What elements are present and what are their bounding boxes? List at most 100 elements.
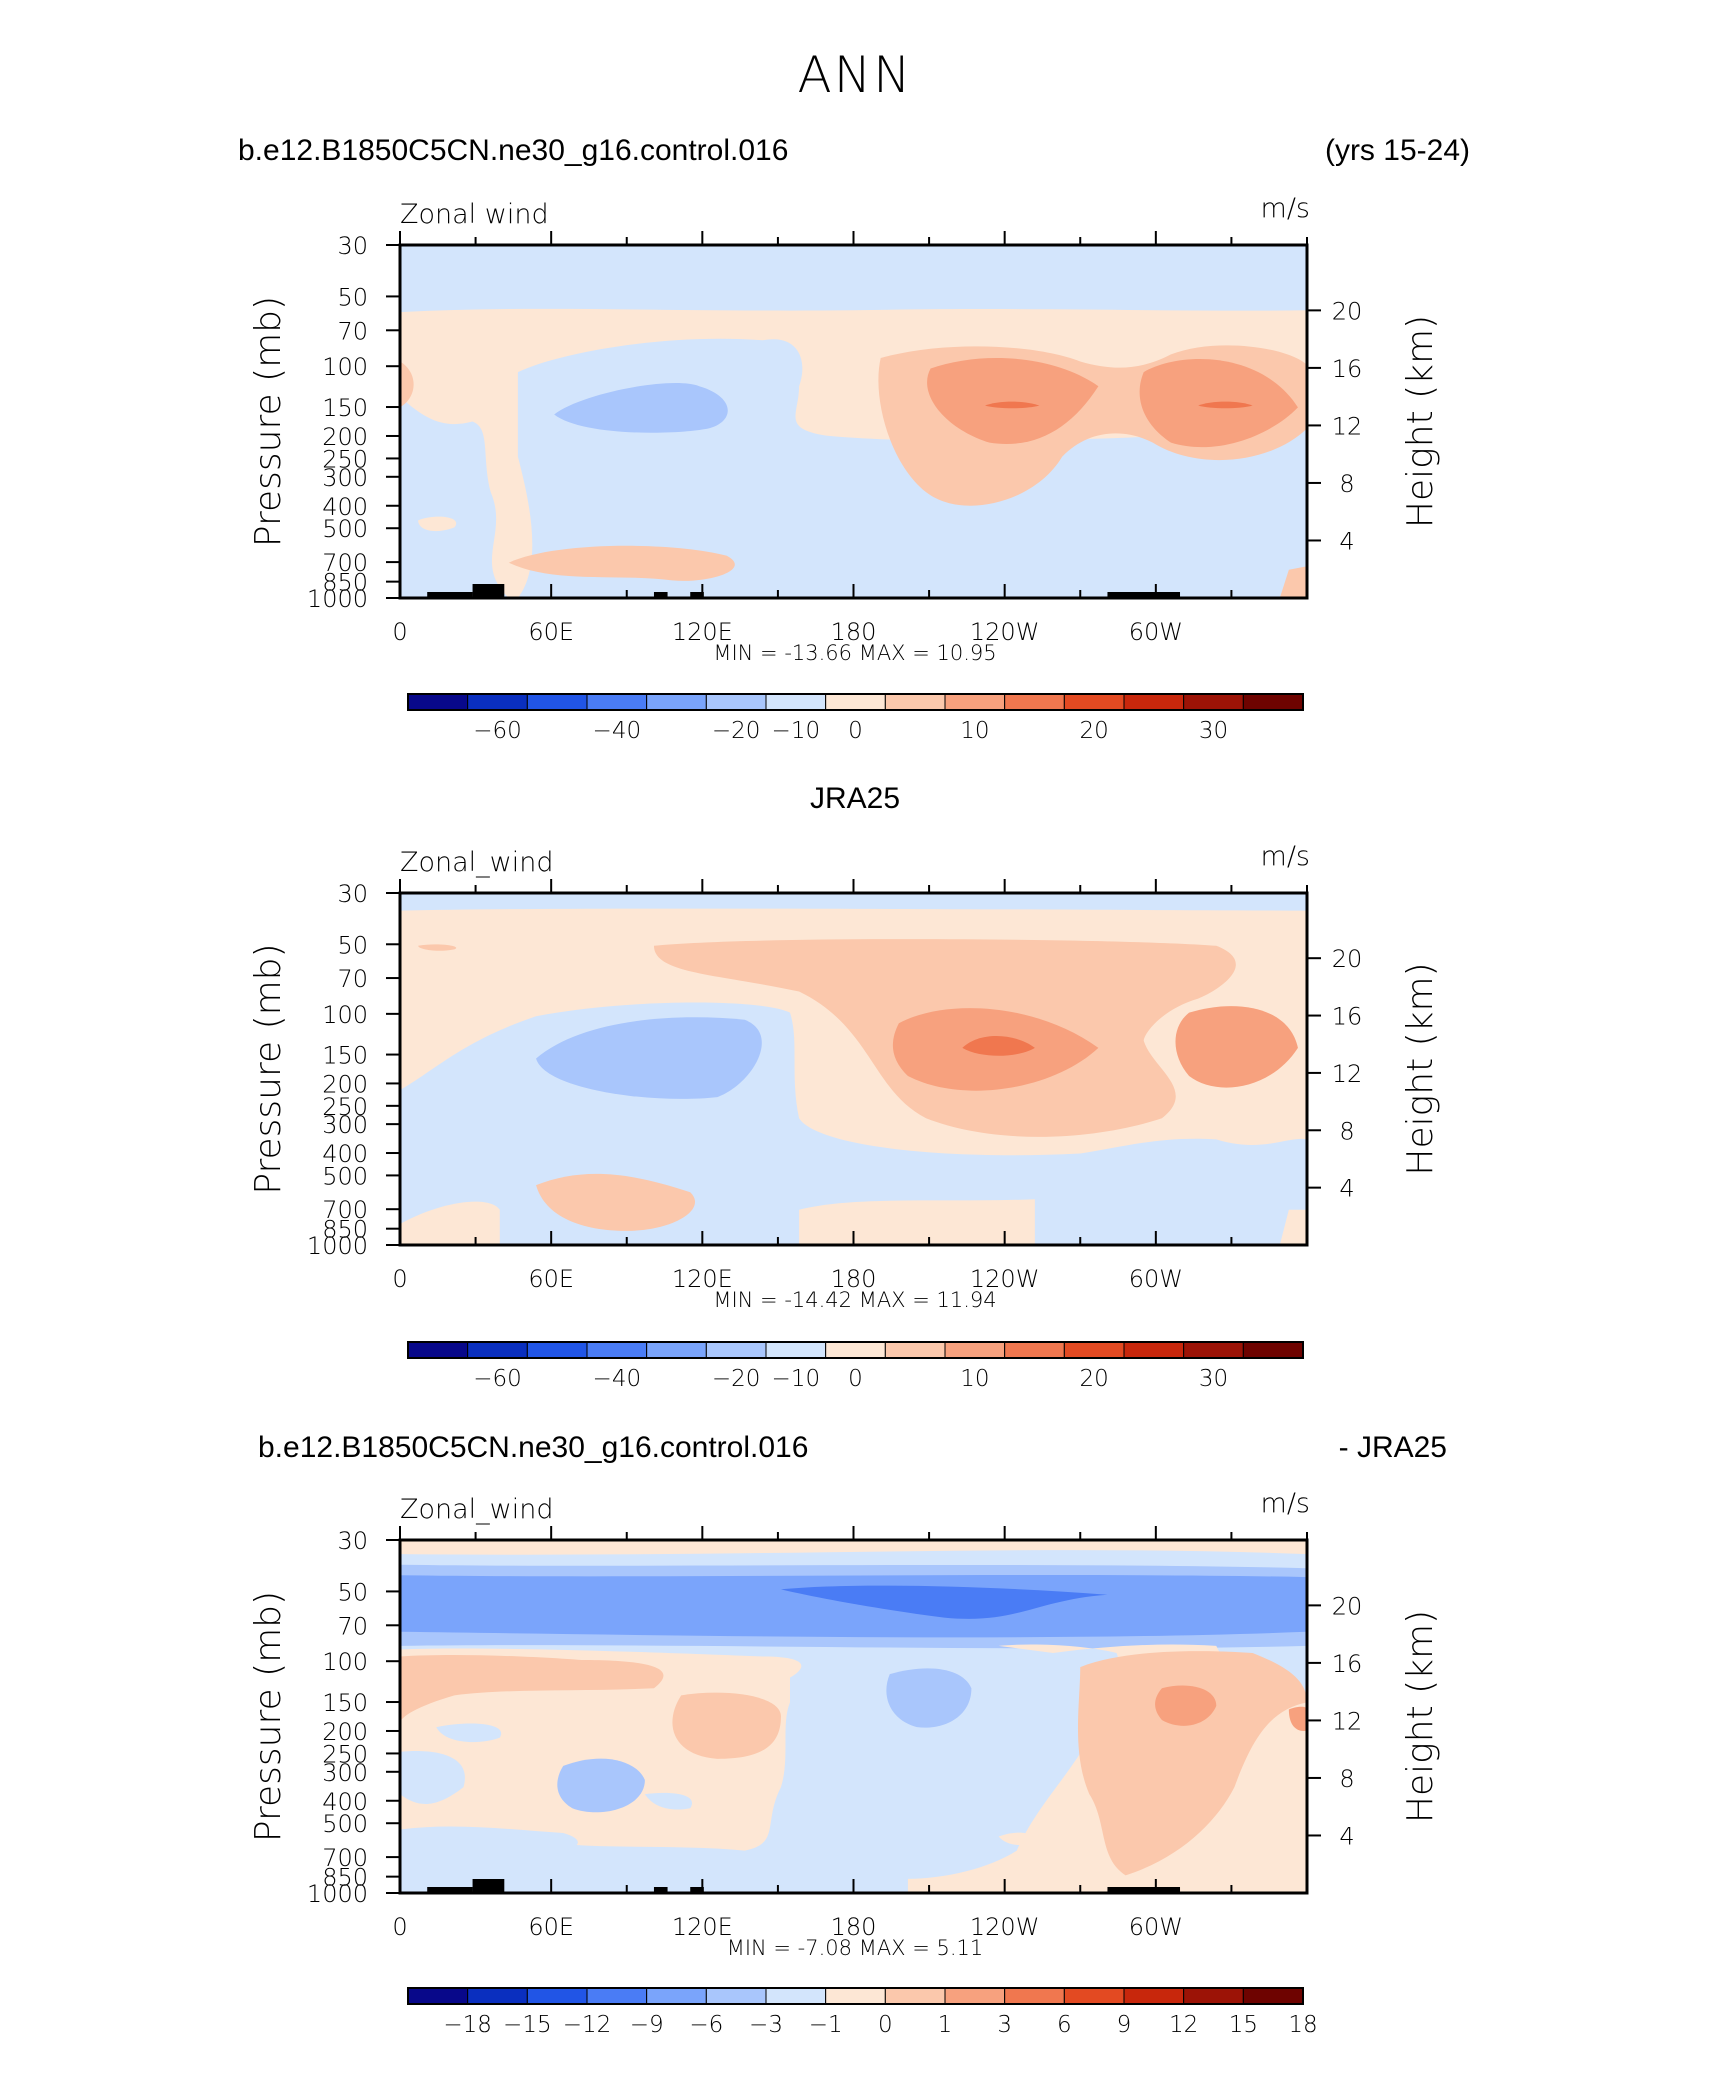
colorbar-label: −6 xyxy=(689,2012,723,2038)
main-title: ANN xyxy=(797,46,912,104)
y-tick-label: 70 xyxy=(337,1612,368,1640)
colorbar-box xyxy=(944,693,1006,711)
colorbar-box xyxy=(1123,1987,1185,2005)
contour-level-16 xyxy=(1288,1706,1307,1731)
topography-bar xyxy=(690,1887,704,1893)
contour-level-12 xyxy=(1279,566,1307,598)
colorbar-label: 3 xyxy=(997,2012,1012,2038)
x-tick-label: 60W xyxy=(1129,618,1183,646)
topography-bar xyxy=(653,1887,668,1893)
colorbar-box xyxy=(1183,1987,1244,2005)
panel-heading-left: b.e12.B1850C5CN.ne30_g16.control.016 xyxy=(258,1431,808,1464)
y-tick-label: 850 xyxy=(322,1864,368,1892)
colorbar-box xyxy=(1242,1987,1304,2005)
y-tick-label: 50 xyxy=(337,931,368,959)
x-tick-label: 120W xyxy=(970,1913,1040,1941)
height-tick-label: 8 xyxy=(1339,470,1354,498)
colorbar-label: 0 xyxy=(848,718,863,744)
colorbar-label: 12 xyxy=(1169,2012,1198,2038)
colorbar-label: −40 xyxy=(593,718,642,744)
contour-level-18 xyxy=(998,1832,1035,1845)
colorbar-label: −15 xyxy=(503,2012,552,2038)
height-tick-label: 8 xyxy=(1339,1117,1354,1145)
topography-bar xyxy=(427,1887,473,1893)
panel-2: JRA25 Zonal_wind m/s 0 60E 120E 180 120W 60W 30 50… xyxy=(248,782,1441,1392)
y-tick-label: 200 xyxy=(322,1070,368,1098)
colorbar-box xyxy=(944,1341,1006,1359)
colorbar-label: 10 xyxy=(960,1366,989,1392)
colorbar-box xyxy=(884,1987,946,2005)
topography-bar xyxy=(427,592,473,598)
contour-level-3 xyxy=(400,1575,1307,1638)
contour-level-7 xyxy=(418,944,457,951)
colorbar-label: 20 xyxy=(1080,718,1109,744)
contour-level-9 xyxy=(1198,401,1253,409)
contour-level-11 xyxy=(400,1826,578,1858)
colorbar-label: −40 xyxy=(593,1366,642,1392)
y-tick-label: 300 xyxy=(322,464,368,492)
colorbar-box xyxy=(765,1341,827,1359)
topography-bar xyxy=(1107,1887,1181,1893)
x-tick-label: 120W xyxy=(970,1265,1040,1293)
colorbar-box xyxy=(1004,1987,1065,2005)
height-tick-label: 12 xyxy=(1332,1060,1363,1088)
colorbar-label: 15 xyxy=(1229,2012,1258,2038)
x-tick-label: 0 xyxy=(392,1913,407,1941)
colorbar-box xyxy=(825,1987,886,2005)
min-max-stats: MIN = -7.08 MAX = 5.11 xyxy=(727,1936,984,1960)
contour-field xyxy=(400,1540,1307,1893)
colorbar-box xyxy=(1242,1341,1304,1359)
colorbar-label: 20 xyxy=(1080,1366,1109,1392)
colorbar-box xyxy=(705,1341,767,1359)
contour-level-2 xyxy=(400,396,509,598)
colorbar-label: −9 xyxy=(630,2012,664,2038)
contour-levels xyxy=(400,893,1307,1245)
y-tick-label: 400 xyxy=(322,1788,368,1816)
contour-level-8 xyxy=(985,401,1040,409)
y-tick-label: 200 xyxy=(322,1718,368,1746)
units-label: m/s xyxy=(1261,1488,1310,1519)
contour-level-1 xyxy=(400,1540,1307,1555)
y-axis-label: Pressure (mb) xyxy=(248,943,289,1194)
colorbar-frame xyxy=(407,1341,1304,1359)
colorbar-box xyxy=(467,1341,528,1359)
contour-level-15 xyxy=(1155,1685,1217,1726)
y-axis-label-right: Height (km) xyxy=(1400,315,1441,528)
colorbar-label: −20 xyxy=(712,718,761,744)
x-tick-label: 180 xyxy=(831,618,877,646)
colorbar-box xyxy=(944,1987,1006,2005)
colorbar-box xyxy=(765,1987,827,2005)
height-tick-label: 20 xyxy=(1332,945,1363,973)
colorbar-box xyxy=(1004,693,1065,711)
topography-bar xyxy=(472,1879,505,1893)
colorbar-frame xyxy=(407,693,1304,711)
topography-bar xyxy=(653,592,668,598)
contour-level-14 xyxy=(1078,1651,1307,1876)
colorbar-box xyxy=(825,693,886,711)
colorbar-box xyxy=(646,1987,707,2005)
colorbar-box xyxy=(884,1341,946,1359)
y-tick-label: 250 xyxy=(322,445,368,473)
colorbar-box xyxy=(467,693,528,711)
variable-label: Zonal wind xyxy=(400,199,549,230)
colorbar-box xyxy=(526,693,588,711)
x-tick-label: 60W xyxy=(1129,1913,1183,1941)
panel-1: b.e12.B1850C5CN.ne30_g16.control.016 (yrs… xyxy=(238,134,1470,744)
variable-label: Zonal_wind xyxy=(400,847,554,878)
contour-levels xyxy=(400,1540,1307,1893)
colorbar-label: −20 xyxy=(712,1366,761,1392)
colorbar-box xyxy=(586,1341,648,1359)
topography-bar xyxy=(1107,592,1181,598)
height-tick-label: 8 xyxy=(1339,1765,1354,1793)
contour-level-12 xyxy=(644,1792,693,1810)
height-tick-label: 12 xyxy=(1332,1707,1363,1735)
y-axis-label-right: Height (km) xyxy=(1400,962,1441,1175)
contour-level-4 xyxy=(799,1199,1035,1245)
x-tick-label: 0 xyxy=(392,618,407,646)
colorbar-label: 9 xyxy=(1117,2012,1132,2038)
y-tick-label: 30 xyxy=(337,880,368,908)
height-tick-label: 16 xyxy=(1332,355,1363,383)
height-tick-label: 16 xyxy=(1332,1650,1363,1678)
min-max-stats: MIN = -14.42 MAX = 11.94 xyxy=(713,1288,996,1312)
x-tick-label: 60E xyxy=(528,618,574,646)
